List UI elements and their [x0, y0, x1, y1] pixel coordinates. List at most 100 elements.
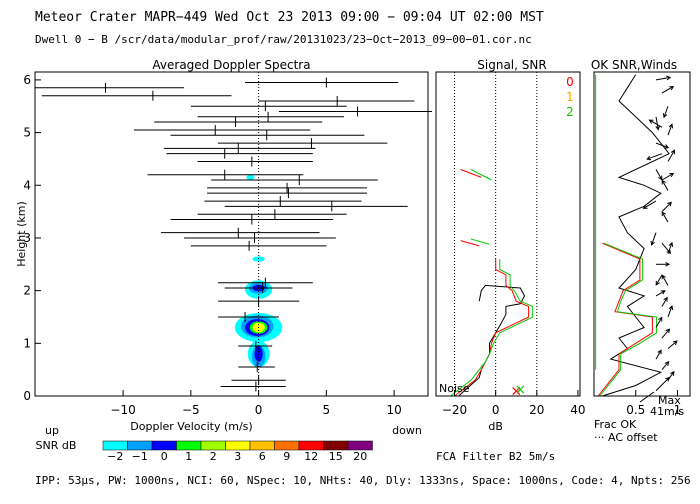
- signal-marker-1: ×: [514, 382, 526, 398]
- wind-arrow-head-25: [665, 328, 671, 334]
- legend-swatch-1: [127, 440, 153, 451]
- ok-snr-winds-title: OK SNR,Winds: [591, 58, 677, 72]
- wind-arrow-head-6: [664, 144, 670, 149]
- wind-arrow-2: [663, 106, 669, 118]
- legend-swatch-10: [347, 440, 373, 451]
- wind-arrow-head-21: [660, 290, 666, 295]
- wind-arrow-17: [667, 242, 673, 254]
- max-value-label: 41m/s: [650, 405, 684, 418]
- wind-arrow-4: [649, 119, 663, 128]
- legend-value-3: 1: [185, 450, 192, 463]
- legend-snr-label: SNR dB: [36, 439, 77, 452]
- legend-dwell-1: 1: [566, 90, 574, 104]
- wind-arrow-14: [661, 211, 669, 223]
- snr-contour-11: [252, 256, 265, 262]
- x-tick-label: 0: [255, 403, 263, 417]
- wind-arrow-6: [655, 142, 669, 149]
- wind-arrow-22: [661, 297, 668, 307]
- signal-marker-0: ×: [510, 383, 522, 399]
- signal-series-seg-green-3: [470, 238, 490, 245]
- wind-arrow-7: [646, 153, 663, 160]
- doppler-frame: [34, 71, 429, 397]
- wind-arrow-12: [643, 200, 657, 209]
- legend-value-1: −1: [132, 450, 148, 463]
- signal-x-tick-label: 40: [570, 403, 585, 417]
- wind-arrow-21: [655, 290, 666, 297]
- wind-arrow-head-26: [672, 340, 678, 346]
- legend-value-9: 15: [329, 450, 343, 463]
- wind-arrow-28: [661, 361, 669, 370]
- wind-arrow-head-5: [668, 123, 674, 129]
- wind-arrow-20: [661, 275, 669, 286]
- doppler-x-label: Doppler Velocity (m/s): [130, 420, 252, 433]
- wind-arrow-head-18: [665, 261, 671, 267]
- y-tick-label: 5: [23, 126, 31, 140]
- wind-arrow-head-28: [664, 360, 670, 366]
- wind-arrow-head-24: [658, 316, 663, 322]
- wind-arrow-head-23: [668, 305, 674, 311]
- signal-series-green: [450, 259, 534, 397]
- frac-series-frac-2: [599, 242, 658, 397]
- legend-value-7: 9: [283, 450, 290, 463]
- wind-arrow-head-22: [663, 296, 668, 302]
- signal-x-tick-label: −20: [442, 403, 467, 417]
- footer-params: IPP: 53μs, PW: 1000ns, NCI: 60, NSpec: 1…: [35, 474, 691, 487]
- legend-dwell-0: 0: [566, 75, 574, 89]
- wind-arrow-head-30: [665, 376, 670, 382]
- wind-arrow-23: [667, 305, 673, 318]
- wind-arrow-head-12: [642, 204, 648, 209]
- x-tick-label: −10: [110, 403, 135, 417]
- wind-arrow-head-8: [670, 149, 676, 155]
- legend-value-2: 0: [161, 450, 168, 463]
- wind-arrow-24: [655, 317, 663, 328]
- wind-arrow-head-19: [655, 280, 660, 286]
- x-tick-label: −5: [182, 403, 200, 417]
- wind-arrow-30: [655, 377, 670, 392]
- frac-x-tick-label: 1: [674, 403, 682, 417]
- wind-arrow-head-3: [655, 125, 660, 131]
- signal-series-black: [458, 284, 526, 397]
- ac-offset-label: ··· AC offset: [594, 431, 658, 444]
- wind-arrow-head-9: [658, 175, 663, 181]
- legend-value-4: 2: [210, 450, 217, 463]
- wind-arrow-head-11: [661, 179, 666, 185]
- y-tick-label: 0: [23, 389, 31, 403]
- x-tick-label: 5: [323, 403, 331, 417]
- wind-arrow-head-2: [662, 113, 668, 119]
- y-tick-label: 4: [23, 178, 31, 192]
- wind-arrow-head-7: [646, 155, 652, 161]
- wind-arrow-26: [667, 340, 678, 349]
- legend-swatch-6: [249, 440, 275, 451]
- wind-arrow-25: [661, 328, 670, 339]
- doppler-y-label: Height (km): [15, 201, 28, 267]
- wind-arrow-head-16: [666, 249, 672, 255]
- wind-arrow-9: [655, 169, 663, 180]
- signal-frame: [435, 71, 581, 397]
- wind-arrow-1: [661, 86, 674, 94]
- signal-x-label: dB: [488, 420, 503, 433]
- wind-arrow-head-20: [661, 274, 666, 280]
- wind-arrow-0: [655, 76, 671, 81]
- y-tick-label: 6: [23, 73, 31, 87]
- header-line-1: Meteor Crater MAPR−449 Wed Oct 23 2013 0…: [35, 10, 544, 25]
- y-tick-label: 3: [23, 231, 31, 245]
- wind-arrow-head-15: [650, 240, 655, 246]
- wind-arrow-head-27: [657, 349, 662, 355]
- legend-swatch-7: [274, 440, 300, 451]
- y-tick-label: 2: [23, 284, 31, 298]
- signal-series-seg-red-3: [460, 240, 480, 247]
- max-arrow: [639, 391, 655, 403]
- legend-swatch-2: [151, 440, 177, 451]
- max-label: Max: [658, 394, 681, 407]
- signal-series-seg-green-4: [470, 169, 492, 181]
- wind-arrow-head-14: [661, 211, 666, 217]
- legend-value-5: 3: [234, 450, 241, 463]
- signal-x-tick-label: 20: [529, 403, 544, 417]
- wind-arrow-8: [667, 150, 675, 162]
- wind-arrow-15: [651, 232, 657, 246]
- wind-arrow-head-0: [666, 75, 672, 81]
- wind-arrow-5: [667, 124, 673, 136]
